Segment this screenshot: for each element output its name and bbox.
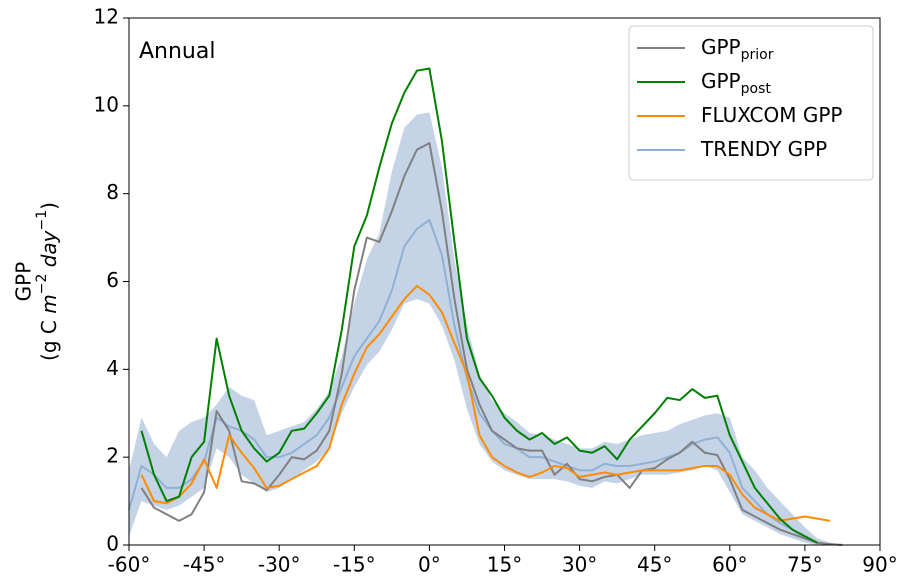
line — [128, 219, 843, 546]
y-tick-label: 0 — [106, 532, 119, 556]
line — [140, 67, 818, 544]
legend-label: TRENDY GPP — [700, 137, 827, 161]
x-tick-label: -15° — [333, 553, 376, 577]
y-tick-label: 8 — [106, 180, 119, 204]
legend-name-sub: post — [741, 81, 772, 97]
legend-name: GPP — [701, 35, 741, 59]
x-tick-label: 90° — [862, 553, 897, 577]
legend-name-sub: prior — [741, 47, 774, 63]
legend-label: GPPprior — [701, 35, 774, 64]
legend-label: FLUXCOM GPP — [701, 103, 842, 127]
y-axis-label-part: day — [37, 229, 61, 273]
x-tick-label: 15° — [487, 553, 522, 577]
y-axis-label-part: −1 — [34, 210, 50, 231]
y-tick-label: 2 — [106, 444, 119, 468]
range-band — [129, 112, 843, 545]
legend-box — [628, 25, 874, 181]
x-tick-label: 45° — [637, 553, 672, 577]
x-tick-label: -60° — [108, 553, 151, 577]
y-axis-label-part: m — [37, 294, 61, 313]
x-tick-label: 60° — [712, 553, 747, 577]
x-tick-label: 75° — [787, 553, 822, 577]
y-tick-label: 4 — [106, 356, 119, 380]
y-axis-label: (g C m−2 day−1) — [34, 202, 61, 361]
legend-label: GPPpost — [701, 69, 771, 98]
legend-name: FLUXCOM GPP — [701, 103, 842, 127]
x-tick-label: 30° — [562, 553, 597, 577]
y-axis-label-part: ) — [37, 202, 61, 210]
y-tick-label: 12 — [94, 5, 119, 29]
x-tick-label: -30° — [258, 553, 301, 577]
y-axis-label-part: −2 — [34, 274, 50, 295]
x-tick-label: -45° — [183, 553, 226, 577]
y-axis-label-part: (g C — [37, 314, 61, 361]
y-axis-label: GPP — [12, 262, 36, 302]
y-tick-label: 6 — [106, 268, 119, 292]
legend-name: TRENDY GPP — [700, 137, 827, 161]
x-tick-label: 0° — [418, 553, 441, 577]
legend-name: GPP — [701, 69, 741, 93]
y-tick-label: 10 — [94, 92, 119, 116]
line — [140, 284, 831, 522]
annotation: Annual — [139, 39, 215, 64]
